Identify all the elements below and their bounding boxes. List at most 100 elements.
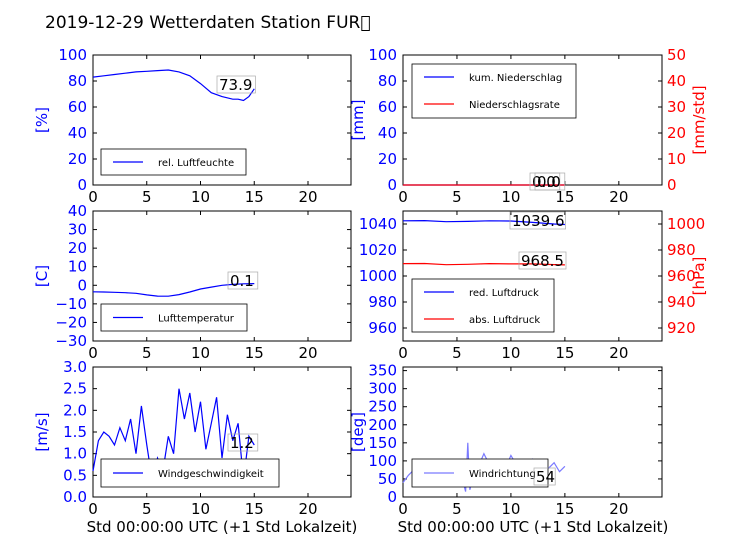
x-tick-label: 15	[555, 500, 574, 518]
y-tick-label: 200	[368, 416, 397, 434]
x-tick-label: 15	[555, 344, 574, 362]
x-tick-label: 10	[191, 188, 210, 206]
legend-label: Windrichtung	[469, 469, 536, 480]
y-tick-label: 0.0	[63, 488, 87, 506]
annotation-label: 968.5	[521, 252, 564, 270]
x-tick-label: 0	[398, 344, 408, 362]
y-tick-label: 250	[368, 398, 397, 416]
y-tick-label: 0	[77, 276, 87, 294]
y-tick-label: 1.5	[63, 423, 87, 441]
series-line-lufttemperatur	[92, 283, 255, 297]
series-line-abs-luftdruck	[402, 262, 565, 266]
x-tick-label: 5	[452, 344, 462, 362]
annotation-box	[227, 271, 259, 290]
y-tick-label: 0	[387, 488, 397, 506]
y2-tick-label: 0	[667, 176, 677, 194]
y2-tick-label: 940	[667, 293, 696, 311]
legend-label: Lufttemperatur	[158, 314, 235, 325]
annotation-label: 0.0	[537, 173, 561, 191]
y-tick-label: 3.0	[63, 358, 87, 376]
x-tick-label: 10	[501, 344, 520, 362]
y2-tick-label: 980	[667, 241, 696, 259]
annotation-label: 73.9	[219, 76, 252, 94]
annotation-box	[533, 467, 556, 486]
y-tick-label: 60	[378, 98, 397, 116]
x-tick-label: 0	[88, 344, 98, 362]
y-tick-label: 20	[68, 150, 87, 168]
series-line-red-luftdruck	[402, 219, 565, 226]
x-tick-label: 10	[501, 188, 520, 206]
y-tick-label: 50	[378, 470, 397, 488]
y2-tick-label: 40	[667, 72, 686, 90]
x-tick-label: 15	[245, 344, 264, 362]
y-tick-label: 1000	[359, 267, 397, 285]
x-tick-label: 5	[452, 500, 462, 518]
legend-box	[100, 148, 247, 176]
y-tick-label: 80	[378, 72, 397, 90]
y2-tick-label: 960	[667, 267, 696, 285]
legend-label: kum. Niederschlag	[469, 73, 562, 84]
x-tick-label: 0	[398, 500, 408, 518]
y-tick-label: 0	[77, 176, 87, 194]
annotation-label: 1039.6	[512, 212, 565, 230]
series-line-windgeschwindigkeit	[92, 388, 255, 480]
y-axis-label: [mm]	[349, 100, 367, 141]
y2-axis-label: [mm/std]	[690, 85, 708, 154]
y-tick-label: 1020	[359, 241, 397, 259]
x-tick-label: 0	[88, 188, 98, 206]
y-tick-label: 30	[68, 221, 87, 239]
annotation-box	[518, 251, 567, 270]
legend-box	[411, 63, 577, 119]
x-axis-label-left: Std 00:00:00 UTC (+1 Std Lokalzeit)	[87, 518, 358, 536]
x-tick-label: 15	[245, 500, 264, 518]
y-tick-label: 60	[68, 98, 87, 116]
annotation-label: 0.0	[532, 173, 556, 191]
annotation-box	[509, 211, 566, 230]
annotation-label: 1.2	[230, 434, 254, 452]
figure-title: 2019-12-29 Wetterdaten Station FUR 	[45, 13, 371, 33]
y-axis-label: [deg]	[349, 412, 367, 452]
x-tick-label: 20	[298, 500, 317, 518]
y-tick-label: 100	[368, 46, 397, 64]
x-tick-label: 5	[452, 188, 462, 206]
y-tick-label: 2.5	[63, 380, 87, 398]
y2-tick-label: 30	[667, 98, 686, 116]
y-tick-label: 0.5	[63, 466, 87, 484]
x-tick-label: 5	[142, 500, 152, 518]
y-tick-label: 150	[368, 434, 397, 452]
y-tick-label: 0	[387, 176, 397, 194]
y-axis-label: [C]	[33, 265, 51, 287]
x-tick-label: 10	[191, 344, 210, 362]
x-tick-label: 15	[555, 188, 574, 206]
y-tick-label: 40	[68, 124, 87, 142]
annotation-label: 0.1	[230, 272, 254, 290]
legend-label: rel. Luftfeuchte	[158, 158, 234, 169]
annotation-label: 54	[536, 468, 555, 486]
x-tick-label: 0	[88, 500, 98, 518]
x-tick-label: 10	[191, 500, 210, 518]
legend-box	[411, 278, 555, 333]
y-tick-label: −10	[55, 295, 87, 313]
legend-label: red. Luftdruck	[469, 288, 539, 299]
x-tick-label: 20	[298, 344, 317, 362]
y2-tick-label: 1000	[667, 215, 705, 233]
x-tick-label: 5	[142, 344, 152, 362]
y-axis-label: [%]	[33, 107, 51, 133]
y-axis-label: [m/s]	[33, 412, 51, 451]
y-tick-label: 980	[368, 293, 397, 311]
y-tick-label: 300	[368, 380, 397, 398]
annotation-box	[534, 172, 566, 191]
x-tick-label: 5	[142, 188, 152, 206]
y-tick-label: 80	[68, 72, 87, 90]
y-tick-label: 1040	[359, 215, 397, 233]
x-tick-label: 10	[501, 500, 520, 518]
y-tick-label: 1.0	[63, 445, 87, 463]
y-tick-label: 100	[58, 46, 87, 64]
annotation-box	[216, 75, 256, 94]
y-tick-label: 100	[368, 452, 397, 470]
x-axis-label-right: Std 00:00:00 UTC (+1 Std Lokalzeit)	[398, 518, 669, 536]
y-tick-label: 20	[378, 150, 397, 168]
y2-tick-label: 10	[667, 150, 686, 168]
y-tick-label: 960	[368, 319, 397, 337]
